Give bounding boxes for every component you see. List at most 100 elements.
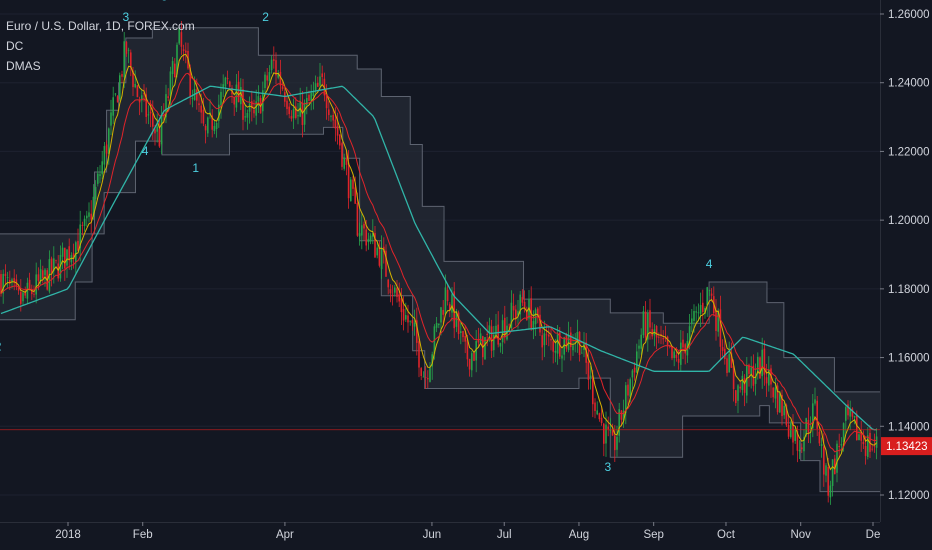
candle: [226, 70, 229, 85]
candle: [99, 165, 101, 184]
wave-label: 3: [123, 10, 130, 24]
candle-body: [675, 354, 678, 358]
candle: [658, 332, 660, 344]
candle-body: [504, 317, 506, 338]
candle: [275, 52, 277, 85]
candle-body: [178, 28, 180, 44]
candle-body: [389, 289, 392, 294]
candle-body: [332, 115, 334, 121]
candle-body: [50, 258, 53, 274]
candle-body: [277, 72, 279, 78]
candle-body: [845, 407, 847, 421]
candle-body: [468, 358, 471, 370]
candle-body: [255, 101, 257, 116]
candle-body: [666, 336, 669, 347]
candle: [211, 109, 213, 138]
candle-body: [391, 294, 394, 296]
candle-body: [420, 368, 422, 376]
candle-body: [180, 32, 183, 47]
candle: [763, 340, 766, 386]
candle: [330, 114, 332, 122]
candle-body: [730, 352, 733, 368]
candle-body: [279, 71, 282, 86]
candle-body: [37, 274, 40, 281]
candle: [264, 71, 266, 96]
candle-body: [424, 377, 427, 378]
candle-body: [706, 287, 708, 306]
candle: [438, 323, 440, 329]
candle: [739, 380, 741, 393]
candle-body: [185, 50, 187, 53]
candle-body: [592, 375, 594, 405]
candle-body: [328, 109, 330, 116]
candle: [691, 308, 693, 333]
candle-body: [182, 49, 185, 51]
candle-body: [462, 330, 464, 338]
candle: [726, 355, 728, 377]
candle-body: [204, 125, 207, 131]
candle-body: [475, 341, 477, 361]
candle: [306, 86, 308, 115]
candle-body: [24, 292, 26, 296]
candle-body: [622, 410, 625, 421]
candle: [167, 88, 169, 102]
candle: [328, 101, 330, 121]
time-tick-label: Sep: [643, 529, 663, 541]
candle-body: [495, 325, 497, 336]
candle: [442, 300, 444, 325]
candle-body: [121, 74, 123, 77]
candle: [336, 112, 339, 145]
time-tick-label: Oct: [717, 529, 736, 541]
candle: [838, 433, 840, 459]
candle: [627, 378, 629, 405]
candle-body: [341, 143, 343, 167]
indicator-dmas[interactable]: DMAS: [6, 59, 41, 73]
candle: [350, 176, 352, 202]
candle-body: [541, 335, 543, 348]
candle-body: [385, 250, 387, 277]
candle-body: [521, 297, 524, 303]
candle-body: [768, 369, 770, 386]
candle: [556, 324, 559, 365]
donchian-channel-fill: [0, 27, 880, 492]
candle-body: [83, 218, 86, 226]
ma-fast-line: [0, 53, 877, 471]
candle: [418, 336, 420, 378]
candle: [13, 269, 15, 291]
candle-body: [842, 423, 845, 443]
ma-slow-line: [0, 85, 877, 431]
candle: [845, 404, 847, 435]
candle-body: [319, 76, 321, 86]
candle-body: [132, 70, 134, 88]
candle-body: [517, 311, 519, 316]
price-axis: [880, 0, 932, 550]
candle-body: [321, 73, 323, 77]
candle-body: [864, 445, 867, 456]
candle-body: [662, 338, 664, 340]
candle-body: [11, 279, 13, 282]
candle: [2, 269, 4, 304]
candle-body: [422, 376, 425, 378]
candle: [563, 336, 565, 361]
candle: [376, 241, 378, 259]
price-tick-label: 1.20000: [888, 215, 930, 227]
symbol-title[interactable]: Euro / U.S. Dollar, 1D, FOREX.com: [6, 19, 195, 33]
candle: [834, 454, 836, 475]
candle-body: [72, 253, 75, 259]
candle: [460, 321, 462, 345]
candle-body: [772, 387, 774, 398]
candle: [860, 420, 862, 452]
indicator-dc[interactable]: DC: [6, 39, 24, 53]
candle: [721, 339, 724, 357]
ma-mid-line: [0, 72, 877, 453]
candle-body: [171, 61, 174, 75]
candle-body: [152, 113, 154, 127]
candle-body: [625, 385, 627, 414]
candle: [609, 418, 612, 433]
candle: [317, 76, 319, 88]
candle: [244, 105, 246, 122]
candle: [545, 325, 548, 346]
candle-body: [693, 310, 695, 321]
candle: [416, 307, 418, 356]
